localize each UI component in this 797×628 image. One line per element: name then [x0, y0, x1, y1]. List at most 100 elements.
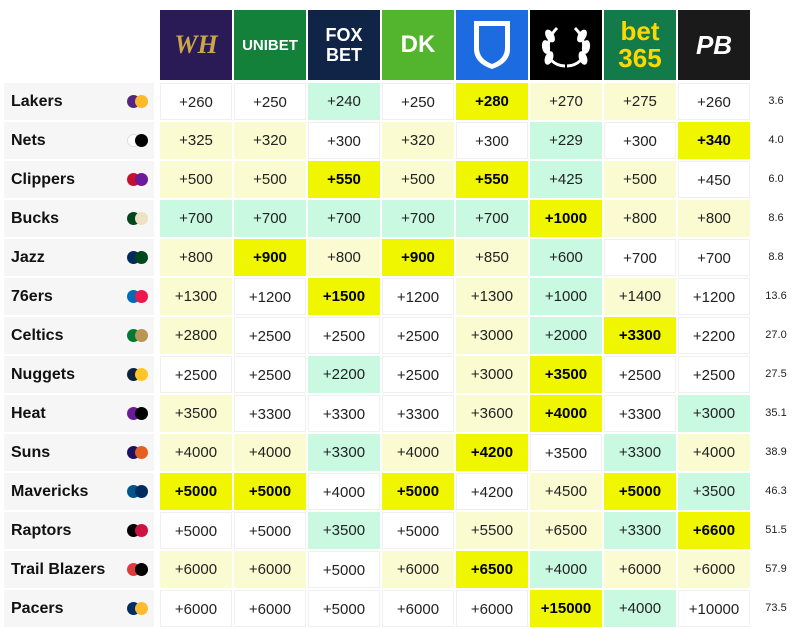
odds-cell-draftkings[interactable]: +2500 [382, 356, 454, 393]
odds-cell-fanduel[interactable]: +550 [456, 161, 528, 198]
odds-cell-pointsbet[interactable]: +2200 [678, 317, 750, 354]
odds-cell-unibet[interactable]: +900 [234, 239, 306, 276]
odds-cell-unibet[interactable]: +5000 [234, 512, 306, 549]
odds-cell-fanduel[interactable]: +3600 [456, 395, 528, 432]
odds-cell-caesars[interactable]: +1000 [530, 200, 602, 237]
odds-cell-wynnbet[interactable]: +325 [160, 122, 232, 159]
odds-cell-fanduel[interactable]: +1300 [456, 278, 528, 315]
odds-cell-caesars[interactable]: +2000 [530, 317, 602, 354]
odds-cell-bet365[interactable]: +3300 [604, 395, 676, 432]
odds-cell-unibet[interactable]: +320 [234, 122, 306, 159]
fanduel-logo[interactable]: FD [456, 10, 528, 80]
odds-cell-caesars[interactable]: +3500 [530, 356, 602, 393]
odds-cell-foxbet[interactable]: +3300 [308, 395, 380, 432]
odds-cell-pointsbet[interactable]: +3000 [678, 395, 750, 432]
odds-cell-foxbet[interactable]: +5000 [308, 551, 380, 588]
odds-cell-foxbet[interactable]: +3300 [308, 434, 380, 471]
odds-cell-draftkings[interactable]: +4000 [382, 434, 454, 471]
odds-cell-caesars[interactable]: +15000 [530, 590, 602, 627]
odds-cell-caesars[interactable]: +3500 [530, 434, 602, 471]
odds-cell-unibet[interactable]: +6000 [234, 551, 306, 588]
odds-cell-fanduel[interactable]: +6500 [456, 551, 528, 588]
odds-cell-draftkings[interactable]: +6000 [382, 551, 454, 588]
odds-cell-unibet[interactable]: +2500 [234, 317, 306, 354]
odds-cell-fanduel[interactable]: +4200 [456, 473, 528, 510]
odds-cell-draftkings[interactable]: +900 [382, 239, 454, 276]
odds-cell-pointsbet[interactable]: +340 [678, 122, 750, 159]
odds-cell-wynnbet[interactable]: +6000 [160, 551, 232, 588]
odds-cell-fanduel[interactable]: +4200 [456, 434, 528, 471]
pointsbet-logo[interactable]: PB [678, 10, 750, 80]
odds-cell-wynnbet[interactable]: +5000 [160, 512, 232, 549]
odds-cell-pointsbet[interactable]: +6600 [678, 512, 750, 549]
odds-cell-foxbet[interactable]: +550 [308, 161, 380, 198]
odds-cell-pointsbet[interactable]: +700 [678, 239, 750, 276]
odds-cell-foxbet[interactable]: +3500 [308, 512, 380, 549]
odds-cell-bet365[interactable]: +500 [604, 161, 676, 198]
odds-cell-bet365[interactable]: +2500 [604, 356, 676, 393]
odds-cell-wynnbet[interactable]: +4000 [160, 434, 232, 471]
odds-cell-draftkings[interactable]: +2500 [382, 317, 454, 354]
odds-cell-unibet[interactable]: +4000 [234, 434, 306, 471]
odds-cell-unibet[interactable]: +3300 [234, 395, 306, 432]
odds-cell-wynnbet[interactable]: +3500 [160, 395, 232, 432]
odds-cell-bet365[interactable]: +800 [604, 200, 676, 237]
odds-cell-foxbet[interactable]: +2200 [308, 356, 380, 393]
odds-cell-unibet[interactable]: +250 [234, 83, 306, 120]
odds-cell-draftkings[interactable]: +320 [382, 122, 454, 159]
odds-cell-wynnbet[interactable]: +2500 [160, 356, 232, 393]
odds-cell-caesars[interactable]: +270 [530, 83, 602, 120]
odds-cell-caesars[interactable]: +4500 [530, 473, 602, 510]
bet365-logo[interactable]: bet 365 [604, 10, 676, 80]
odds-cell-bet365[interactable]: +300 [604, 122, 676, 159]
odds-cell-fanduel[interactable]: +5500 [456, 512, 528, 549]
odds-cell-bet365[interactable]: +1400 [604, 278, 676, 315]
odds-cell-pointsbet[interactable]: +260 [678, 83, 750, 120]
odds-cell-fanduel[interactable]: +850 [456, 239, 528, 276]
odds-cell-wynnbet[interactable]: +800 [160, 239, 232, 276]
odds-cell-bet365[interactable]: +4000 [604, 590, 676, 627]
odds-cell-pointsbet[interactable]: +1200 [678, 278, 750, 315]
odds-cell-foxbet[interactable]: +4000 [308, 473, 380, 510]
odds-cell-draftkings[interactable]: +500 [382, 161, 454, 198]
odds-cell-pointsbet[interactable]: +10000 [678, 590, 750, 627]
odds-cell-wynnbet[interactable]: +260 [160, 83, 232, 120]
odds-cell-caesars[interactable]: +4000 [530, 551, 602, 588]
odds-cell-bet365[interactable]: +700 [604, 239, 676, 276]
odds-cell-unibet[interactable]: +2500 [234, 356, 306, 393]
odds-cell-fanduel[interactable]: +700 [456, 200, 528, 237]
odds-cell-bet365[interactable]: +3300 [604, 317, 676, 354]
odds-cell-foxbet[interactable]: +240 [308, 83, 380, 120]
caesars-logo[interactable] [530, 10, 602, 80]
draftkings-logo[interactable]: DK [382, 10, 454, 80]
odds-cell-foxbet[interactable]: +2500 [308, 317, 380, 354]
odds-cell-pointsbet[interactable]: +3500 [678, 473, 750, 510]
odds-cell-fanduel[interactable]: +6000 [456, 590, 528, 627]
odds-cell-wynnbet[interactable]: +5000 [160, 473, 232, 510]
odds-cell-wynnbet[interactable]: +2800 [160, 317, 232, 354]
odds-cell-wynnbet[interactable]: +500 [160, 161, 232, 198]
odds-cell-pointsbet[interactable]: +2500 [678, 356, 750, 393]
odds-cell-draftkings[interactable]: +250 [382, 83, 454, 120]
odds-cell-unibet[interactable]: +700 [234, 200, 306, 237]
odds-cell-caesars[interactable]: +229 [530, 122, 602, 159]
odds-cell-foxbet[interactable]: +1500 [308, 278, 380, 315]
odds-cell-caesars[interactable]: +1000 [530, 278, 602, 315]
odds-cell-pointsbet[interactable]: +6000 [678, 551, 750, 588]
odds-cell-draftkings[interactable]: +6000 [382, 590, 454, 627]
wynnbet-logo[interactable]: WH [160, 10, 232, 80]
odds-cell-bet365[interactable]: +275 [604, 83, 676, 120]
odds-cell-pointsbet[interactable]: +4000 [678, 434, 750, 471]
odds-cell-bet365[interactable]: +3300 [604, 434, 676, 471]
odds-cell-unibet[interactable]: +1200 [234, 278, 306, 315]
odds-cell-pointsbet[interactable]: +800 [678, 200, 750, 237]
odds-cell-draftkings[interactable]: +5000 [382, 473, 454, 510]
odds-cell-foxbet[interactable]: +5000 [308, 590, 380, 627]
odds-cell-bet365[interactable]: +6000 [604, 551, 676, 588]
odds-cell-draftkings[interactable]: +1200 [382, 278, 454, 315]
odds-cell-draftkings[interactable]: +700 [382, 200, 454, 237]
odds-cell-bet365[interactable]: +5000 [604, 473, 676, 510]
odds-cell-foxbet[interactable]: +800 [308, 239, 380, 276]
odds-cell-caesars[interactable]: +425 [530, 161, 602, 198]
odds-cell-wynnbet[interactable]: +6000 [160, 590, 232, 627]
